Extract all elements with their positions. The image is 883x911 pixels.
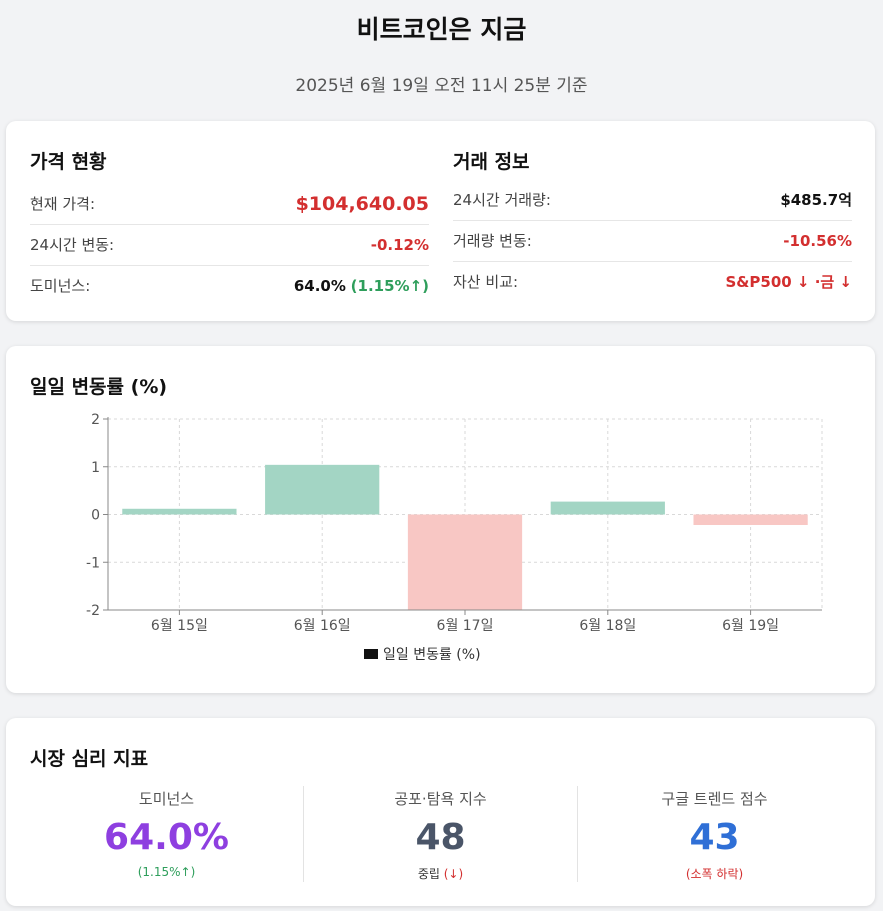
trade-info-title: 거래 정보	[453, 151, 530, 173]
y-tick-label: -1	[86, 555, 100, 571]
bar-3	[407, 514, 523, 610]
metric-fear-greed-value: 48	[415, 817, 466, 858]
dominance-value-group: 64.0% (1.15%↑)	[294, 277, 429, 295]
price-status-title: 가격 현황	[30, 151, 107, 173]
volume-24h-value: $485.7억	[780, 191, 852, 209]
legend-swatch	[364, 649, 378, 659]
x-tick-label: 6월 19일	[722, 618, 779, 634]
current-price-value: $104,640.05	[295, 192, 429, 215]
volume-24h-label: 24시간 거래량:	[453, 191, 551, 209]
metric-fear-greed-label: 공포·탐욕 지수	[394, 790, 487, 808]
dominance-row: 도미넌스: 64.0% (1.15%↑)	[30, 265, 429, 306]
metric-divider	[577, 786, 578, 882]
x-tick-label: 6월 15일	[151, 618, 208, 634]
metric-fear-greed: 공포·탐욕 지수 48 중립 (↓)	[304, 786, 577, 884]
volume-change-row: 거래량 변동: -10.56%	[453, 220, 852, 262]
legend-label: 일일 변동률 (%)	[383, 647, 481, 663]
x-tick-label: 6월 17일	[437, 618, 494, 634]
metric-dominance-label: 도미넌스	[138, 790, 195, 808]
daily-change-bar-chart: -2 -1 0 1 2 6월 15일 6월 16일 6월 17일 6월 18일 6월 19일일일 …	[86, 412, 823, 663]
dominance-value: 64.0%	[293, 276, 346, 295]
metric-fear-greed-trend: (↓)	[443, 867, 464, 881]
bar-1	[122, 508, 237, 515]
y-tick-label: 2	[91, 412, 100, 428]
metric-google-trends: 구글 트렌드 점수 43 (소폭 하락)	[578, 786, 851, 884]
asset-compare-label: 자산 비교:	[453, 273, 519, 291]
current-price-label: 현재 가격:	[30, 195, 96, 213]
metric-google-trends-sub: (소폭 하락)	[685, 867, 744, 881]
asset-compare-row: 자산 비교: S&P500 ↓ ·금 ↓	[453, 261, 852, 302]
y-tick-label: 0	[91, 508, 100, 524]
change-24h-row: 24시간 변동: -0.12%	[30, 224, 429, 266]
sentiment-card: 시장 심리 지표 도미넌스 64.0% (1.15%↑) 공포·탐욕 지수 48…	[6, 718, 875, 906]
info-card: 가격 현황 현재 가격: $104,640.05 24시간 변동: -0.12%…	[6, 121, 875, 321]
metric-divider	[303, 786, 304, 882]
metric-dominance: 도미넌스 64.0% (1.15%↑)	[30, 786, 303, 884]
chart-title: 일일 변동률 (%)	[30, 376, 168, 398]
x-tick-label: 6월 16일	[294, 618, 351, 634]
dominance-change: (1.15%↑)	[350, 276, 429, 295]
page-subtitle-timestamp: 2025년 6월 19일 오전 11시 25분 기준	[295, 76, 588, 96]
volume-24h-row: 24시간 거래량: $485.7억	[453, 179, 852, 221]
y-tick-label: -2	[86, 603, 100, 619]
metric-google-trends-value: 43	[689, 817, 740, 858]
dominance-label: 도미넌스:	[30, 277, 91, 295]
change-24h-label: 24시간 변동:	[30, 236, 115, 254]
volume-change-value: -10.56%	[783, 231, 852, 250]
current-price-row: 현재 가격: $104,640.05	[30, 183, 429, 225]
page-title: 비트코인은 지금	[356, 15, 527, 44]
sentiment-title: 시장 심리 지표	[30, 748, 149, 770]
change-24h-value: -0.12%	[370, 235, 429, 254]
metric-fear-greed-sub: 중립	[417, 867, 440, 881]
metric-fear-greed-sub-group: 중립 (↓)	[304, 865, 577, 882]
bar-5	[693, 514, 808, 526]
bar-2	[265, 464, 380, 515]
metric-dominance-sub: (1.15%↑)	[137, 865, 196, 879]
x-tick-label: 6월 18일	[579, 618, 636, 634]
metric-google-trends-label: 구글 트렌드 점수	[661, 790, 768, 808]
metric-dominance-value: 64.0%	[104, 817, 229, 858]
chart-card: 일일 변동률 (%) -2 -1 0 1 2 6월 15일 6월 16일 6월 17일 6월 1…	[6, 346, 875, 693]
bar-4	[550, 501, 665, 515]
y-tick-label: 1	[91, 460, 100, 476]
asset-compare-value: S&P500 ↓ ·금 ↓	[725, 273, 853, 291]
volume-change-label: 거래량 변동:	[453, 232, 532, 250]
